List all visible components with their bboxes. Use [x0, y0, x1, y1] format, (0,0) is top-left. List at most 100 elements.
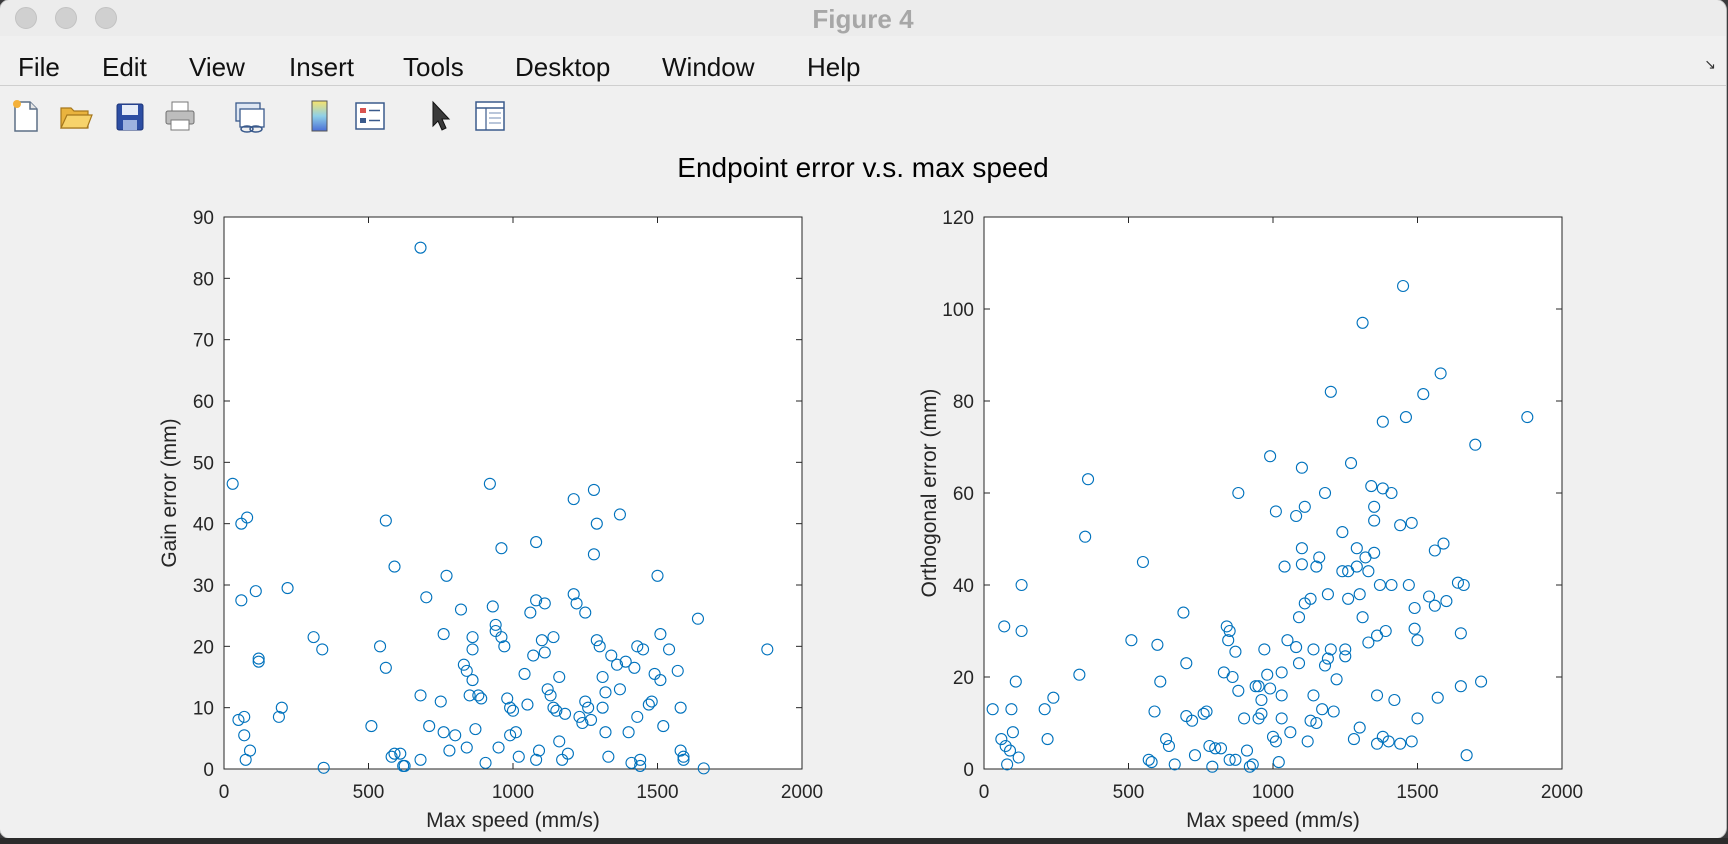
data-point: [388, 747, 401, 760]
data-point: [506, 704, 520, 717]
data-point: [1275, 712, 1288, 725]
data-point: [1350, 542, 1363, 555]
desktop-strip: [0, 838, 1728, 844]
data-point: [463, 689, 476, 702]
data-point: [1451, 576, 1465, 589]
data-point: [1145, 756, 1158, 769]
link-figure-icon[interactable]: [232, 98, 268, 134]
save-icon[interactable]: [112, 98, 148, 134]
data-point: [1009, 675, 1022, 688]
data-point: [674, 744, 687, 757]
print-icon[interactable]: [162, 98, 198, 134]
data-point: [1238, 712, 1251, 725]
plot-area: [223, 216, 803, 770]
data-point: [252, 652, 265, 665]
property-inspector-icon[interactable]: [472, 98, 508, 134]
data-point: [1180, 657, 1193, 670]
data-point: [235, 594, 248, 607]
data-point: [232, 713, 245, 726]
data-point: [1321, 588, 1334, 601]
data-point: [657, 720, 670, 733]
data-point: [460, 664, 473, 677]
data-point: [1440, 595, 1453, 608]
data-point: [541, 683, 554, 696]
y-tick-label: 60: [953, 484, 974, 505]
data-point: [249, 585, 262, 598]
data-point: [239, 753, 252, 766]
data-point: [1368, 546, 1381, 559]
data-point: [1347, 733, 1360, 746]
menu-insert[interactable]: Insert: [289, 52, 355, 82]
menu-tools[interactable]: Tools: [403, 52, 464, 82]
data-point: [642, 698, 655, 711]
data-point: [1003, 744, 1017, 757]
zoom-window-button[interactable]: [95, 7, 117, 29]
data-point: [1041, 733, 1054, 746]
colorbar-icon[interactable]: [302, 98, 338, 134]
new-figure-icon[interactable]: [8, 98, 44, 134]
dock-arrow-icon[interactable]: ↘: [1704, 56, 1716, 72]
x-tick-label: 0: [219, 782, 230, 803]
close-window-button[interactable]: [15, 7, 37, 29]
y-tick-label: 50: [193, 453, 214, 474]
data-point: [1269, 735, 1282, 748]
data-point: [567, 493, 580, 506]
data-point: [1304, 714, 1317, 727]
open-file-icon[interactable]: [58, 98, 94, 134]
data-point: [761, 643, 774, 656]
data-point: [628, 661, 641, 674]
data-point: [596, 701, 609, 714]
data-point: [535, 634, 548, 647]
data-point: [398, 759, 411, 772]
data-point: [1249, 680, 1262, 693]
data-point: [1292, 657, 1306, 670]
data-point: [645, 695, 658, 708]
data-point: [1382, 735, 1395, 748]
data-point: [1330, 673, 1343, 686]
y-tick-label: 60: [193, 392, 214, 413]
data-point: [587, 483, 600, 496]
data-point: [1006, 726, 1019, 739]
menu-desktop[interactable]: Desktop: [515, 52, 611, 82]
minimize-window-button[interactable]: [55, 7, 77, 29]
data-point: [570, 597, 583, 610]
data-point: [1038, 703, 1051, 716]
data-point: [1353, 588, 1366, 601]
data-point: [1344, 457, 1358, 470]
pointer-icon[interactable]: [422, 98, 458, 134]
menu-file[interactable]: File: [18, 52, 60, 82]
data-point: [1246, 758, 1259, 771]
data-point: [1154, 675, 1167, 688]
data-point: [613, 508, 626, 521]
data-point: [1350, 560, 1363, 573]
menu-help[interactable]: Help: [807, 52, 861, 82]
data-point: [530, 594, 543, 607]
data-point: [1373, 578, 1386, 592]
data-point: [1298, 500, 1311, 513]
data-point: [466, 674, 479, 687]
menu-window[interactable]: Window: [662, 52, 755, 82]
data-point: [475, 692, 488, 705]
data-point: [1229, 753, 1242, 766]
data-point: [1460, 749, 1473, 762]
x-tick-label: 1500: [636, 782, 678, 803]
x-tick-label: 2000: [1541, 782, 1583, 803]
axes-2: 0 500 1000 1500 2000 0 20 40 60 80 100 120 Max speed…: [918, 208, 1583, 832]
data-point: [1356, 316, 1369, 329]
data-point: [1240, 744, 1254, 757]
menu-view[interactable]: View: [189, 52, 245, 82]
data-point: [524, 606, 537, 619]
data-point: [1278, 560, 1291, 573]
data-point: [317, 761, 330, 774]
data-point: [1162, 739, 1176, 753]
data-point: [1457, 578, 1470, 592]
data-point: [1269, 505, 1282, 518]
data-point: [1015, 578, 1028, 592]
data-point: [547, 701, 560, 714]
data-point: [1005, 703, 1018, 716]
menu-edit[interactable]: Edit: [102, 52, 147, 82]
legend-icon[interactable]: [352, 98, 388, 134]
data-point: [1368, 500, 1381, 513]
data-point: [1301, 735, 1314, 748]
data-point: [1356, 611, 1369, 624]
